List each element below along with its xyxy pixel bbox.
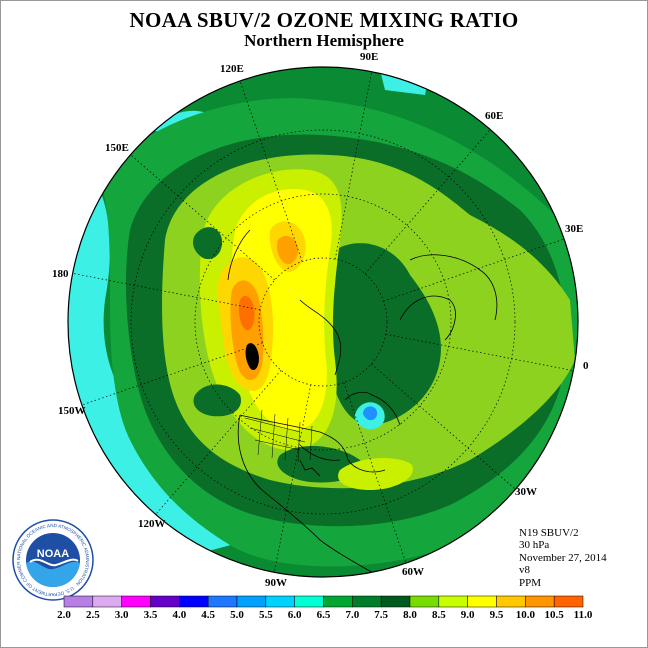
colorbar-swatch [92, 595, 122, 608]
map-title: NOAA SBUV/2 OZONE MIXING RATIO [129, 8, 519, 32]
lon-label-90w: 90W [265, 577, 287, 589]
colorbar-swatch [294, 595, 324, 608]
colorbar-label: 4.0 [172, 609, 187, 621]
colorbar-swatch [121, 595, 151, 608]
colorbar-swatch [352, 595, 382, 608]
colorbar-swatch [265, 595, 295, 608]
colorbar-label: 6.5 [316, 609, 331, 621]
field-95-n [276, 235, 299, 265]
colorbar-label: 7.5 [374, 609, 389, 621]
colorbar-label: 6.0 [287, 609, 302, 621]
colorbar-swatch [496, 595, 526, 608]
colorbar-swatch [409, 595, 440, 608]
colorbar-swatch [63, 595, 94, 608]
date-label: November 27, 2014 [519, 551, 607, 564]
units-label: PPM [519, 576, 542, 589]
lon-label-180: 180 [52, 268, 69, 280]
coastlines [227, 229, 498, 577]
ozone-field [68, 67, 578, 577]
version-label: v8 [519, 564, 530, 577]
colorbar-swatch [438, 595, 468, 608]
instrument-label: N19 SBUV/2 [519, 527, 579, 539]
colorbar-label: 9.0 [460, 609, 475, 621]
colorbar-swatch [323, 595, 353, 608]
colorbar-label: 10.0 [515, 609, 535, 621]
noaa-logo-text: NOAA [37, 548, 69, 560]
map-boundary [67, 66, 579, 578]
lon-label-60w: 60W [402, 566, 424, 578]
lon-label-150e: 150E [105, 142, 129, 154]
pressure-level-label: 30 hPa [519, 539, 550, 552]
colorbar-label: 10.5 [544, 609, 564, 621]
colorbar-label: 8.5 [431, 609, 446, 621]
colorbar-label: 7.0 [345, 609, 360, 621]
lon-label-150w: 150W [58, 405, 86, 417]
lon-label-0: 0 [583, 360, 589, 372]
colorbar-swatch [380, 595, 411, 608]
colorbar-swatch [467, 595, 497, 608]
lon-label-30w: 30W [515, 486, 537, 498]
colorbar-label: 5.5 [258, 609, 273, 621]
field-100-b [245, 343, 259, 370]
info-block: N19 SBUV/2 30 hPa November 27, 2014 v8 P… [519, 527, 607, 589]
colorbar-label: 9.5 [489, 609, 504, 621]
noaa-logo: NATIONAL OCEANIC AND ATMOSPHERIC ADMINIS… [12, 519, 94, 601]
colorbar-label: 5.0 [230, 609, 244, 621]
lon-label-30e: 30E [565, 223, 584, 235]
colorbar-label: 2.5 [85, 609, 100, 621]
lon-label-120e: 120E [220, 63, 244, 75]
colorbar-label: 11.0 [573, 609, 593, 621]
field-70-w [193, 384, 241, 417]
lon-label-90e: 90E [360, 51, 379, 63]
colorbar-label: 3.0 [114, 609, 129, 621]
colorbar-label: 4.5 [201, 609, 216, 621]
field-100 [238, 295, 255, 331]
colorbar-swatch [236, 595, 267, 608]
colorbar-label: 3.5 [143, 609, 158, 621]
colorbar [63, 595, 584, 608]
field-50-low [363, 406, 378, 421]
us-state-borders [244, 409, 313, 463]
colorbar-swatch [553, 595, 584, 608]
colorbar-swatch [150, 595, 180, 608]
field-70-nw [192, 227, 223, 260]
colorbar-swatch [207, 595, 238, 608]
map-subtitle: Northern Hemisphere [244, 31, 404, 50]
graticule [72, 71, 574, 573]
lon-label-60e: 60E [485, 110, 504, 122]
colorbar-label: 2.0 [57, 609, 71, 621]
colorbar-swatch [525, 595, 555, 608]
colorbar-label: 8.0 [403, 609, 417, 621]
lon-label-120w: 120W [138, 518, 166, 530]
colorbar-swatch [179, 595, 209, 608]
field-66 [325, 243, 441, 426]
